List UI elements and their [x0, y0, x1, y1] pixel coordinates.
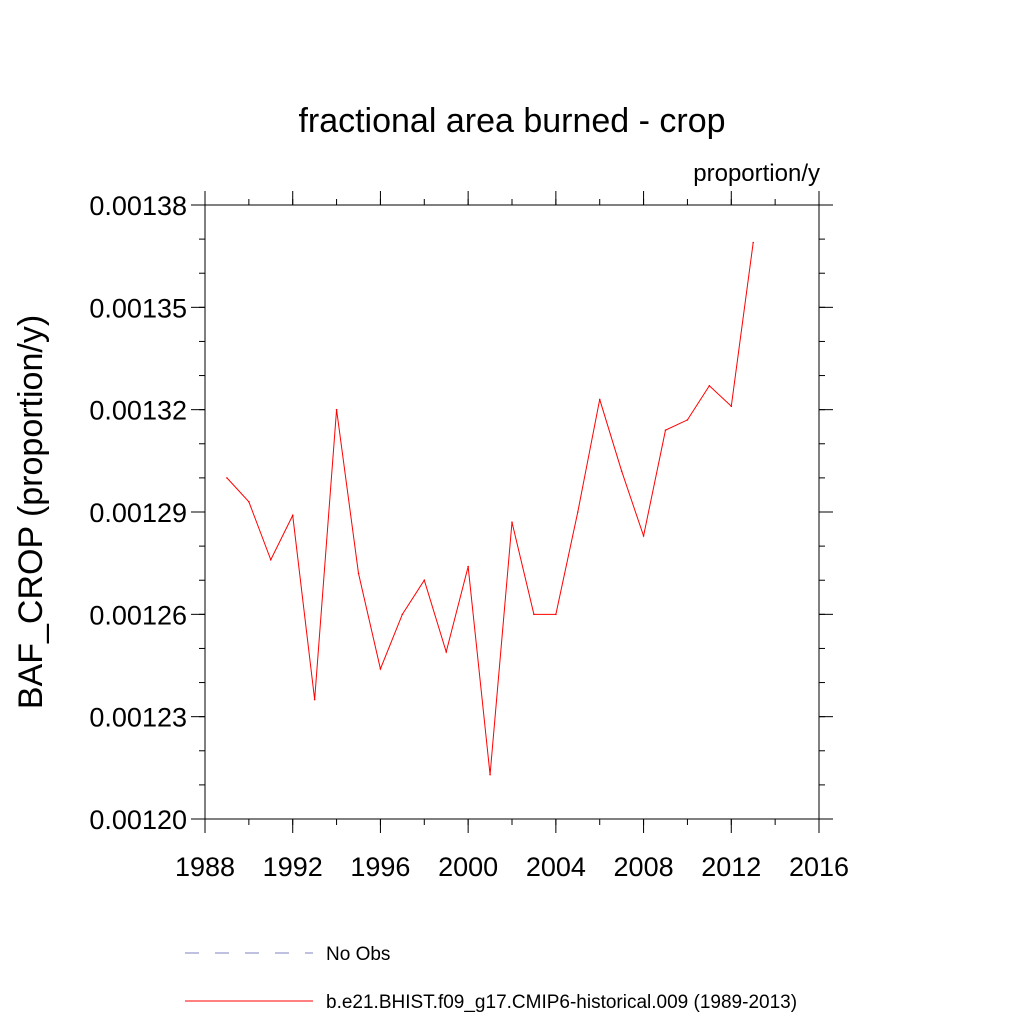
data-point: [576, 511, 579, 513]
data-point: [291, 514, 294, 517]
y-tick-label: 0.00126: [89, 600, 187, 630]
x-tick-label: 1996: [350, 852, 410, 882]
y-tick-labels: 0.00120 0.00123 0.00126 0.00129 0.00132 0.001…: [89, 191, 187, 835]
x-tick-label: 2008: [614, 852, 674, 882]
series-layer: [226, 241, 755, 776]
legend: No Obs b.e21.BHIST.f09_g17.CMIP6-historic…: [185, 944, 797, 1013]
x-tick-label: 2000: [438, 852, 498, 882]
x-tick-label: 2012: [701, 852, 761, 882]
y-tick-label: 0.00138: [89, 191, 187, 221]
data-point: [401, 613, 404, 616]
data-point: [313, 698, 316, 701]
data-point: [335, 408, 338, 411]
units-label: proportion/y: [693, 160, 820, 187]
data-point: [598, 398, 601, 401]
x-tick-label: 2004: [526, 852, 586, 882]
data-point: [533, 613, 535, 616]
data-point: [226, 477, 228, 479]
legend-label: No Obs: [326, 944, 390, 965]
data-point: [708, 384, 711, 387]
y-tick-label: 0.00129: [89, 498, 187, 528]
data-point: [379, 668, 382, 670]
y-tick-label: 0.00135: [89, 293, 187, 323]
data-point: [269, 558, 272, 561]
minor-ticks: [199, 199, 825, 825]
x-tick-label: 2016: [789, 852, 849, 882]
plot-frame: [204, 204, 820, 820]
data-point: [357, 572, 360, 575]
y-tick-label: 0.00120: [89, 805, 187, 835]
y-axis-label: BAF_CROP (proportion/y): [12, 315, 50, 709]
data-point: [555, 613, 557, 616]
x-tick-label: 1992: [263, 852, 323, 882]
data-point: [489, 773, 491, 776]
data-point: [423, 579, 426, 582]
data-point: [511, 521, 513, 524]
data-point: [467, 565, 469, 568]
series-line: [226, 242, 754, 775]
legend-label: b.e21.BHIST.f09_g17.CMIP6-historical.009…: [326, 992, 797, 1013]
y-tick-label: 0.00123: [89, 703, 187, 733]
data-point: [664, 429, 667, 431]
y-tick-label: 0.00132: [89, 396, 187, 426]
data-point: [620, 470, 623, 472]
data-point: [248, 500, 250, 503]
major-ticks: [191, 191, 833, 833]
x-tick-labels: 1988 1992 1996 2000 2004 2008 2012 2016: [175, 852, 849, 882]
data-point: [730, 405, 733, 408]
data-point: [642, 535, 645, 537]
chart-title: fractional area burned - crop: [298, 102, 725, 140]
data-point: [686, 419, 689, 421]
data-point: [752, 241, 755, 244]
x-tick-label: 1988: [175, 852, 235, 882]
data-point: [445, 651, 448, 653]
